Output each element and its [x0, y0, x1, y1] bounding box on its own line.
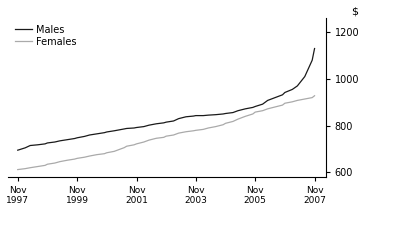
Legend: Males, Females: Males, Females — [13, 23, 79, 49]
Females — [42, 164, 47, 167]
Males — [15, 149, 20, 152]
Females — [193, 129, 198, 132]
Males — [154, 122, 159, 125]
Line: Females: Females — [18, 96, 314, 170]
Females — [312, 94, 317, 97]
Males — [193, 114, 198, 117]
Males — [206, 114, 211, 116]
Text: $: $ — [351, 7, 358, 17]
Females — [154, 137, 159, 140]
Males — [290, 88, 295, 91]
Females — [206, 127, 211, 129]
Males — [312, 47, 317, 50]
Females — [122, 146, 127, 149]
Females — [290, 101, 295, 103]
Females — [15, 168, 20, 171]
Line: Males: Males — [18, 49, 314, 150]
Males — [42, 143, 47, 145]
Males — [122, 128, 127, 130]
